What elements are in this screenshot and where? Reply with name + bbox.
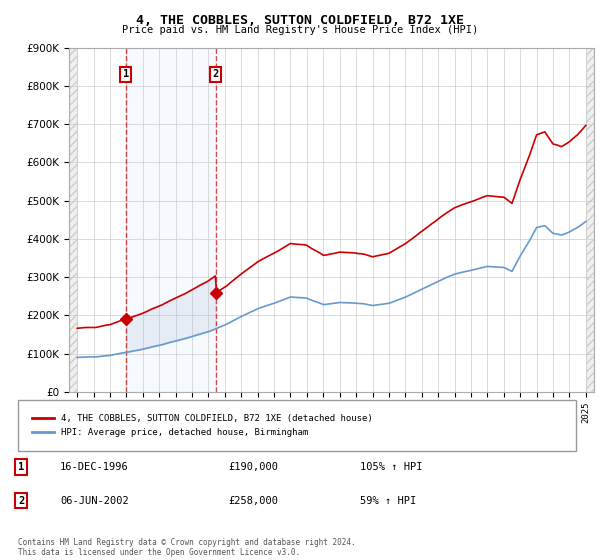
Text: £258,000: £258,000	[228, 496, 278, 506]
Text: 06-JUN-2002: 06-JUN-2002	[60, 496, 129, 506]
Text: 59% ↑ HPI: 59% ↑ HPI	[360, 496, 416, 506]
Text: 16-DEC-1996: 16-DEC-1996	[60, 462, 129, 472]
Text: 4, THE COBBLES, SUTTON COLDFIELD, B72 1XE: 4, THE COBBLES, SUTTON COLDFIELD, B72 1X…	[136, 14, 464, 27]
Text: Price paid vs. HM Land Registry's House Price Index (HPI): Price paid vs. HM Land Registry's House …	[122, 25, 478, 35]
FancyBboxPatch shape	[18, 400, 576, 451]
Legend: 4, THE COBBLES, SUTTON COLDFIELD, B72 1XE (detached house), HPI: Average price, : 4, THE COBBLES, SUTTON COLDFIELD, B72 1X…	[28, 410, 377, 441]
Text: Contains HM Land Registry data © Crown copyright and database right 2024.
This d: Contains HM Land Registry data © Crown c…	[18, 538, 356, 557]
Text: 2: 2	[18, 496, 24, 506]
Text: 105% ↑ HPI: 105% ↑ HPI	[360, 462, 422, 472]
Text: 1: 1	[18, 462, 24, 472]
Text: 2: 2	[212, 69, 219, 80]
Text: 1: 1	[122, 69, 129, 80]
Text: £190,000: £190,000	[228, 462, 278, 472]
Bar	[126, 48, 215, 392]
